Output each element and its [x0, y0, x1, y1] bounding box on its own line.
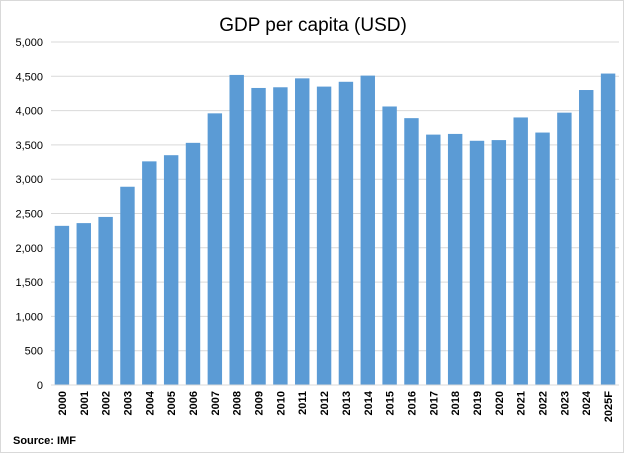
bar-2004 [142, 161, 157, 385]
y-tick-label: 5,000 [15, 37, 43, 49]
y-tick-label: 2,500 [15, 209, 43, 221]
bar-2016 [404, 118, 419, 386]
bar-2022 [535, 132, 550, 385]
bar-2009 [251, 87, 266, 385]
bar-2024 [579, 90, 594, 386]
bar-2011 [295, 78, 310, 385]
x-tick-label: 2009 [254, 391, 266, 415]
bar-2023 [557, 112, 572, 386]
x-tick-label: 2003 [122, 391, 134, 415]
x-tick-label: 2002 [101, 391, 113, 415]
bar-2000 [54, 225, 70, 385]
bar-2001 [76, 223, 91, 385]
x-tick-label: 2005 [166, 391, 178, 415]
y-tick-label: 1,000 [15, 311, 43, 323]
x-tick-label: 2022 [538, 391, 550, 415]
y-tick-label: 2,000 [15, 243, 43, 255]
x-tick-label: 2025F [603, 391, 615, 422]
x-tick-label: 2018 [450, 391, 462, 415]
bar-2002 [98, 216, 113, 385]
bar-2018 [447, 133, 463, 385]
x-tick-label: 2012 [319, 391, 331, 415]
x-tick-label: 2007 [210, 391, 222, 415]
bar-2019 [469, 140, 485, 385]
x-tick-label: 2024 [581, 390, 593, 415]
bar-2007 [207, 113, 223, 386]
bar-2021 [513, 117, 528, 386]
x-tick-label: 2021 [516, 391, 528, 415]
y-tick-label: 4,000 [15, 106, 43, 118]
x-tick-label: 2001 [79, 391, 91, 415]
x-tick-label: 2019 [472, 391, 484, 415]
bar-2014 [360, 75, 375, 385]
y-tick-label: 3,500 [15, 140, 43, 152]
source-note: Source: IMF [13, 435, 76, 447]
x-tick-label: 2023 [559, 391, 571, 415]
x-tick-label: 2011 [297, 391, 309, 415]
bar-2005 [163, 155, 179, 385]
x-tick-label: 2014 [363, 390, 375, 415]
x-tick-label: 2006 [188, 391, 200, 415]
x-tick-label: 2008 [232, 391, 244, 415]
gridlines [51, 41, 619, 352]
bar-2008 [229, 74, 244, 385]
bar-2020 [491, 140, 507, 385]
bar-2013 [338, 81, 354, 386]
x-tick-label: 2000 [57, 391, 69, 415]
x-tick-label: 2015 [385, 391, 397, 415]
bar-2010 [273, 87, 288, 385]
y-tick-label: 3,000 [15, 174, 43, 186]
y-tick-label: 500 [25, 346, 43, 358]
bar-2017 [426, 134, 441, 385]
y-tick-label: 4,500 [15, 71, 43, 83]
y-tick-label: 0 [37, 380, 43, 392]
chart-title: GDP per capita (USD) [219, 15, 407, 36]
x-tick-label: 2010 [275, 391, 287, 415]
bar-2025F [600, 73, 616, 385]
x-tick-label: 2004 [144, 390, 156, 415]
x-tick-label: 2013 [341, 391, 353, 415]
bar-2012 [316, 86, 332, 385]
x-tick-label: 2017 [428, 391, 440, 415]
y-axis: 0 500 1,000 1,500 2,000 2,500 3,000 3,500 4,000 4… [15, 37, 43, 392]
bars [54, 73, 616, 386]
bar-2015 [382, 106, 397, 385]
bar-2006 [185, 142, 201, 385]
x-tick-label: 2016 [406, 391, 418, 415]
bar-2003 [120, 186, 135, 385]
x-axis: 2000 2001 2002 2003 2004 2005 2006 2007 2008 2009… [57, 390, 615, 422]
y-tick-label: 1,500 [15, 277, 43, 289]
x-tick-label: 2020 [494, 391, 506, 415]
